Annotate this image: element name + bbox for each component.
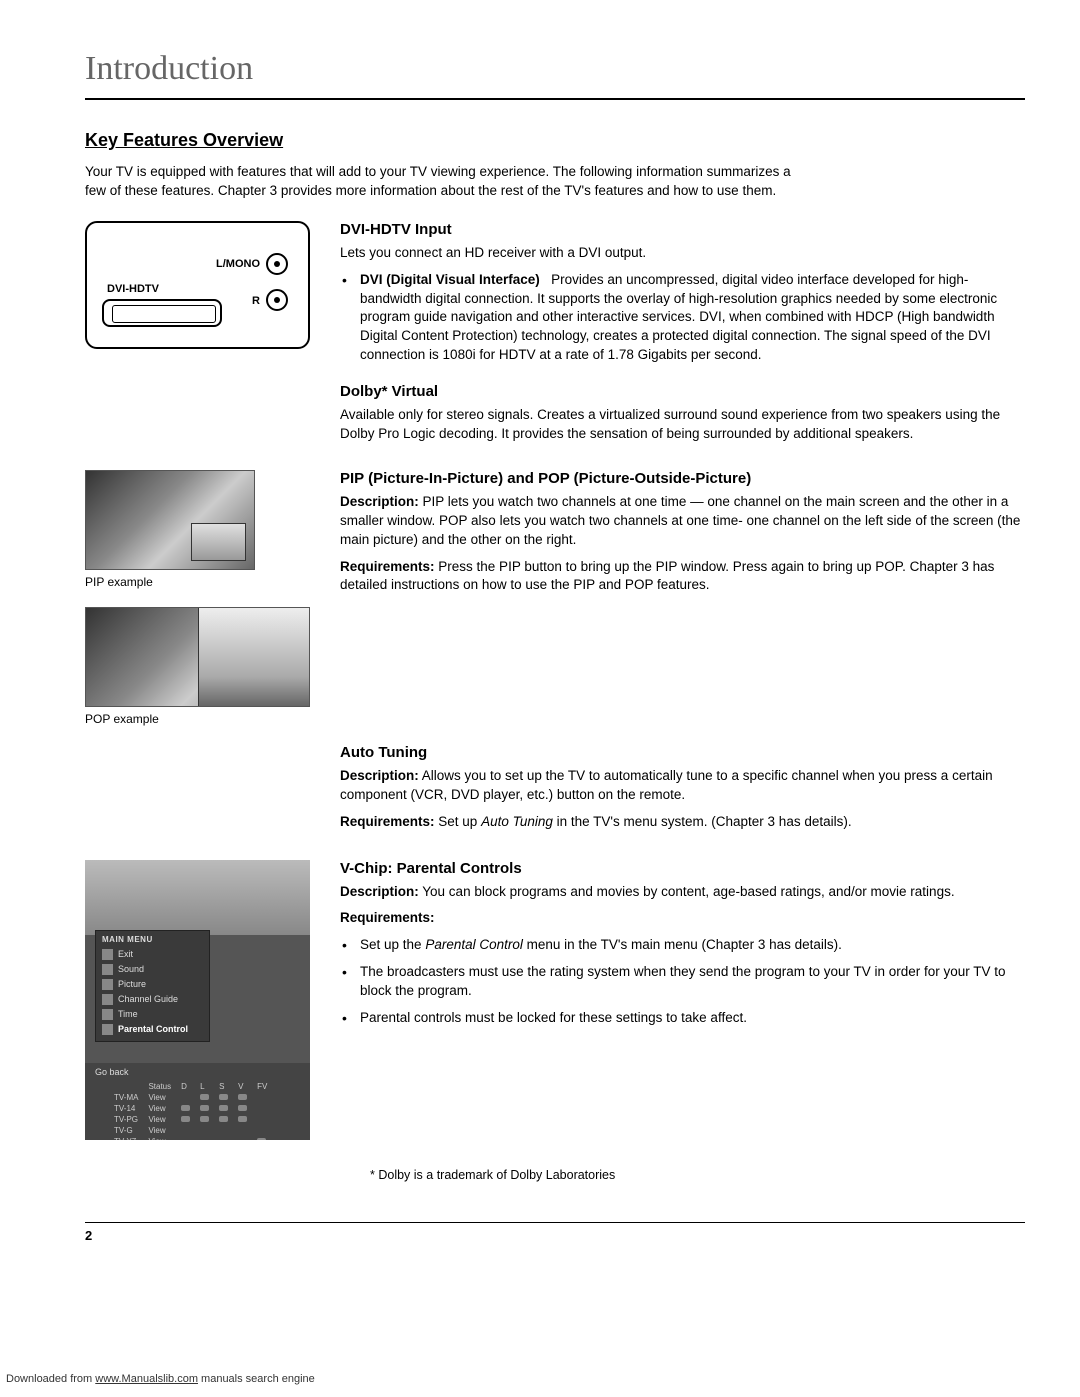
footer-rule <box>85 1222 1025 1223</box>
r-label: R <box>252 295 260 307</box>
autotune-req: Requirements: Set up Auto Tuning in the … <box>340 813 1025 832</box>
vchip-req-label: Requirements: <box>340 909 1025 928</box>
row-autotune: Auto Tuning Description: Allows you to s… <box>85 744 1025 840</box>
dvi-diagram: DVI-HDTV L/MONO R <box>85 221 310 349</box>
lmono-label: L/MONO <box>216 258 260 270</box>
menu-item: Channel Guide <box>102 992 203 1007</box>
row-footnote: * Dolby is a trademark of Dolby Laborato… <box>85 1158 1025 1182</box>
dvi-lead: Lets you connect an HD receiver with a D… <box>340 244 1025 263</box>
menu-item: Picture <box>102 977 203 992</box>
manualslib-link[interactable]: www.Manualslib.com <box>95 1373 198 1385</box>
intro-text: Your TV is equipped with features that w… <box>85 163 805 201</box>
vchip-bullet-list: Set up the Parental Control menu in the … <box>340 936 1025 1028</box>
pip-req: Requirements: Press the PIP button to br… <box>340 558 1025 596</box>
pip-title: PIP (Picture-In-Picture) and POP (Pictur… <box>340 470 1025 487</box>
rating-table: StatusDLSVFV TV-MAViewTV-14ViewTV-PGView… <box>109 1081 272 1140</box>
dvi-connector-icon <box>102 299 222 327</box>
chapter-title: Introduction <box>85 50 1025 88</box>
dvi-bullet: DVI (Digital Visual Interface) Provides … <box>360 271 1025 365</box>
row-vchip: MAIN MENU Exit Sound Picture Channel Gui… <box>85 860 1025 1140</box>
section-title: Key Features Overview <box>85 130 1025 151</box>
dvi-bullet-label: DVI (Digital Visual Interface) <box>360 272 540 287</box>
vchip-title: V-Chip: Parental Controls <box>340 860 1025 877</box>
vchip-bullet: Set up the Parental Control menu in the … <box>360 936 1025 955</box>
dolby-footnote: * Dolby is a trademark of Dolby Laborato… <box>370 1168 1025 1182</box>
pip-caption: PIP example <box>85 575 310 589</box>
title-rule <box>85 98 1025 100</box>
pop-example-image <box>85 607 310 707</box>
lmono-jack-icon <box>266 253 288 275</box>
dolby-text: Available only for stereo signals. Creat… <box>340 406 1025 444</box>
dolby-title: Dolby* Virtual <box>340 383 1025 400</box>
download-footer: Downloaded from www.Manualslib.com manua… <box>6 1373 315 1385</box>
row-dvi: DVI-HDTV L/MONO R DVI-HDTV Input Lets yo… <box>85 221 1025 452</box>
autotune-desc: Description: Allows you to set up the TV… <box>340 767 1025 805</box>
menu-item: Time <box>102 1007 203 1022</box>
vchip-bullet: The broadcasters must use the rating sys… <box>360 963 1025 1001</box>
pip-desc: Description: PIP lets you watch two chan… <box>340 493 1025 550</box>
menu-go-back: Go back <box>95 1067 302 1077</box>
menu-item-selected: Parental Control <box>102 1022 203 1037</box>
autotune-title: Auto Tuning <box>340 744 1025 761</box>
row-pip: PIP example POP example PIP (Picture-In-… <box>85 470 1025 726</box>
vchip-bullet: Parental controls must be locked for the… <box>360 1009 1025 1028</box>
page-number: 2 <box>85 1228 1025 1243</box>
vchip-menu-screenshot: MAIN MENU Exit Sound Picture Channel Gui… <box>85 860 310 1140</box>
menu-item: Exit <box>102 947 203 962</box>
r-jack-icon <box>266 289 288 311</box>
dvi-title: DVI-HDTV Input <box>340 221 1025 238</box>
pip-example-image <box>85 470 255 570</box>
vchip-desc: Description: You can block programs and … <box>340 883 1025 902</box>
menu-item: Sound <box>102 962 203 977</box>
menu-header: MAIN MENU <box>102 935 203 944</box>
pop-caption: POP example <box>85 712 310 726</box>
dvi-port-label: DVI-HDTV <box>107 283 159 295</box>
